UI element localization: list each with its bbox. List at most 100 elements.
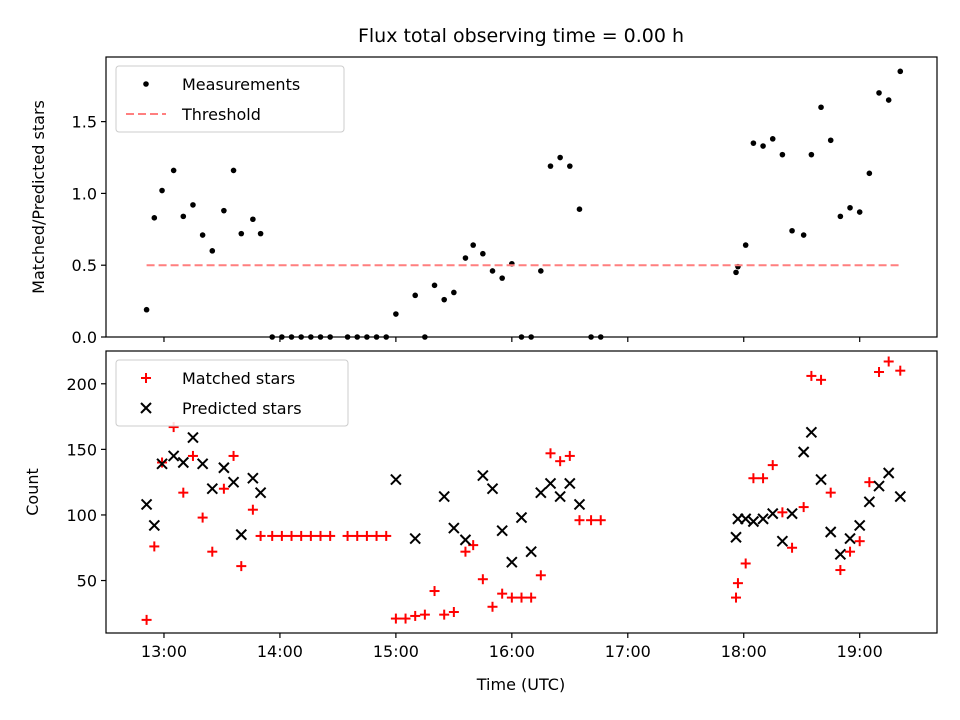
matched-stars-point	[816, 374, 827, 385]
bottom-panel: 13:00 14:00 15:00 16:00 17:00 18:00 19:00 50 100…	[23, 350, 938, 694]
measurements-point	[383, 334, 390, 340]
predicted-stars-point	[140, 498, 153, 511]
predicted-stars-point	[863, 496, 876, 508]
matched-stars-point	[439, 609, 450, 620]
matched-stars-point	[595, 515, 606, 526]
matched-stars-point	[141, 614, 152, 625]
measurements-point	[489, 268, 496, 274]
measurements-point	[288, 334, 295, 340]
measurements-point	[190, 202, 196, 208]
legend-matched-stars-label: Matched stars	[182, 369, 295, 388]
matched-stars-point	[835, 565, 846, 576]
matched-stars-point	[448, 607, 459, 618]
matched-stars-point	[586, 515, 597, 526]
matched-stars-point	[371, 530, 382, 541]
predicted-stars-point	[834, 548, 847, 561]
legend-predicted-stars-label: Predicted stars	[182, 399, 302, 418]
y-tick-label: 100	[66, 506, 97, 525]
predicted-stars-point	[218, 462, 230, 474]
matched-stars-point	[526, 592, 537, 603]
matched-stars-point	[506, 592, 517, 603]
y-tick-label: 200	[66, 375, 97, 394]
measurements-point	[818, 104, 824, 111]
x-tick-label: 16:00	[489, 642, 535, 661]
matched-stars-point	[758, 473, 769, 484]
matched-stars-point	[400, 613, 411, 624]
x-tick-label: 15:00	[373, 642, 419, 661]
matched-stars-point	[845, 546, 856, 557]
y-tick-label: 150	[66, 440, 97, 459]
matched-stars-point	[535, 570, 546, 581]
matched-stars-point	[555, 456, 566, 467]
legend-matched-stars-swatch	[141, 373, 151, 383]
matched-stars-point	[381, 530, 392, 541]
measurements-point	[364, 334, 370, 340]
top-plot-marks	[143, 68, 904, 340]
bottom-legend: Matched stars Predicted stars	[115, 359, 349, 427]
matched-stars-point	[787, 542, 798, 553]
matched-stars-point	[390, 613, 401, 624]
predicted-stars-point	[247, 472, 259, 484]
predicted-stars-point	[525, 545, 537, 558]
measurements-point	[159, 187, 165, 194]
predicted-stars-point	[573, 498, 586, 511]
measurements-point	[567, 163, 573, 169]
measurements-point	[499, 275, 505, 281]
measurements-point	[143, 306, 150, 313]
predicted-stars-point	[227, 476, 240, 488]
predicted-stars-point	[390, 473, 402, 486]
matched-stars-point	[487, 601, 498, 612]
matched-stars-point	[864, 477, 875, 488]
measurements-point	[769, 136, 776, 142]
matched-stars-point	[247, 504, 258, 515]
x-tick-label: 13:00	[141, 642, 187, 661]
measurements-point	[470, 242, 476, 248]
legend-box	[115, 65, 345, 133]
measurements-point	[827, 137, 834, 144]
predicted-stars-point	[554, 490, 566, 503]
predicted-stars-point	[177, 456, 190, 469]
bottom-y-axis-label: Count	[23, 468, 42, 516]
predicted-stars-point	[515, 511, 528, 524]
top-legend: Measurements Threshold	[115, 65, 345, 133]
predicted-stars-point	[206, 483, 218, 495]
matched-stars-point	[429, 586, 440, 597]
measurements-point	[431, 282, 438, 289]
measurements-point	[441, 296, 447, 303]
x-tick-label: 14:00	[257, 642, 303, 661]
measurements-point	[760, 143, 766, 149]
predicted-stars-point	[409, 532, 421, 545]
measurements-point	[250, 216, 256, 223]
predicted-stars-point	[882, 467, 895, 479]
predicted-stars-point	[853, 519, 866, 532]
measurements-point	[462, 255, 469, 261]
bottom-axis-ticks: 13:00 14:00 15:00 16:00 17:00 18:00 19:00 50 100…	[66, 375, 882, 661]
predicted-stars-point	[167, 450, 180, 462]
matched-stars-point	[207, 546, 218, 557]
predicted-stars-series	[140, 426, 906, 568]
predicted-stars-point	[786, 507, 798, 520]
predicted-stars-point	[894, 490, 906, 503]
measurements-point	[412, 292, 419, 299]
legend-predicted-stars-swatch	[140, 402, 152, 414]
measurements-point	[269, 334, 276, 340]
predicted-stars-point	[235, 528, 247, 541]
matched-stars-point	[187, 450, 198, 461]
legend-measurements-swatch	[143, 81, 149, 87]
predicted-stars-point	[544, 477, 557, 490]
predicted-stars-point	[156, 458, 168, 470]
measurements-point	[393, 311, 399, 317]
x-tick-label: 18:00	[721, 642, 767, 661]
predicted-stars-point	[825, 526, 837, 538]
predicted-stars-point	[757, 513, 769, 525]
predicted-stars-point	[776, 535, 789, 547]
predicted-stars-point	[486, 483, 499, 495]
matched-stars-point	[545, 448, 556, 459]
predicted-stars-point	[196, 458, 209, 470]
x-axis-label: Time (UTC)	[476, 675, 565, 694]
matched-stars-point	[228, 450, 239, 461]
matched-stars-point	[236, 561, 247, 572]
matched-stars-point	[460, 546, 471, 557]
measurements-point	[170, 167, 177, 174]
predicted-stars-point	[815, 473, 827, 486]
